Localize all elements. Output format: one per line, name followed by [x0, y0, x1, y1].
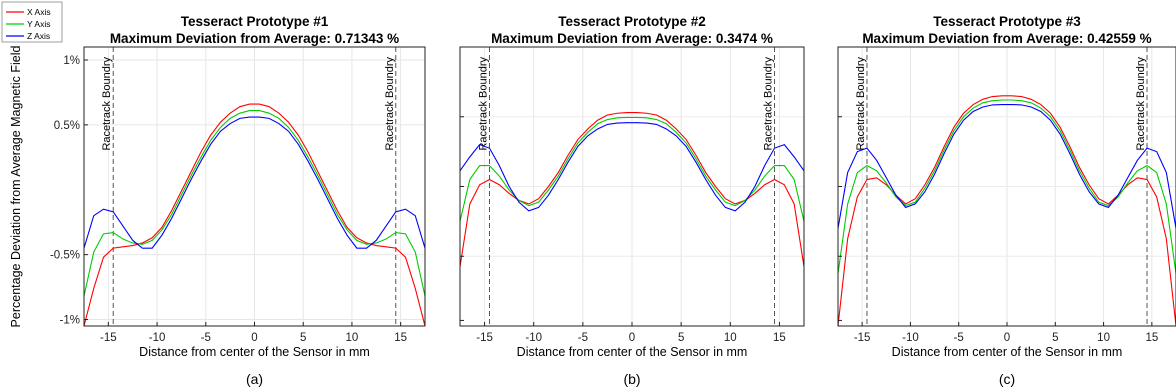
x-tick-label: 15	[394, 332, 407, 344]
x-axis-label: Distance from center of the Sensor in mm	[892, 345, 1123, 359]
x-tick-label: -5	[578, 332, 588, 344]
x-tick-label: -10	[525, 332, 542, 344]
series-group	[460, 112, 804, 267]
x-axis-label: Distance from center of the Sensor in mm	[517, 345, 748, 359]
racetrack-boundary-label: Racetrack Boundry	[477, 57, 489, 151]
series-line-z-axis	[838, 103, 1176, 229]
x-axis-label: Distance from center of the Sensor in mm	[139, 345, 370, 359]
racetrack-boundary-label: Racetrack Boundry	[101, 57, 113, 151]
x-tick-label: 0	[629, 332, 635, 344]
x-tick-label: -10	[149, 332, 166, 344]
legend-box	[1, 1, 63, 43]
racetrack-boundary-label: Racetrack Boundry	[763, 57, 775, 151]
y-axis-label: Percentage Deviation from Average Magnet…	[9, 46, 23, 328]
x-tick-label: 10	[1097, 332, 1110, 344]
subfigure-label: (a)	[246, 371, 263, 387]
chart-title: Tesseract Prototype #1	[181, 14, 329, 29]
x-tick-label: 0	[251, 332, 257, 344]
legend: X Axis Y Axis Z Axis	[1, 1, 63, 43]
subfigure-label: (b)	[623, 371, 640, 387]
x-tick-label: 0	[1004, 332, 1010, 344]
series-line-x-axis	[838, 95, 1176, 326]
x-tick-label: -5	[201, 332, 211, 344]
x-tick-label: -10	[902, 332, 919, 344]
chart-panel-1: Racetrack Boundry Racetrack Boundry -15 -10…	[1, 1, 426, 387]
series-group	[838, 95, 1176, 326]
series-line-z-axis	[84, 116, 425, 249]
y-tick-label: 1%	[63, 55, 80, 67]
chart-panel-2: Racetrack Boundry Racetrack Boundry -15 -10…	[459, 14, 805, 387]
racetrack-boundary-label: Racetrack Boundry	[384, 57, 396, 151]
x-tick-label: -15	[100, 332, 117, 344]
y-tick-label: -0.5%	[50, 250, 80, 262]
x-tick-label: -5	[954, 332, 964, 344]
y-tick-label: 0.5%	[54, 120, 80, 132]
series-line-y-axis	[84, 110, 425, 297]
x-tick-label: 10	[346, 332, 359, 344]
x-tick-label: 15	[1145, 332, 1158, 344]
x-tick-label: -15	[854, 332, 871, 344]
x-tick-label: -15	[476, 332, 493, 344]
x-tick-label: 5	[300, 332, 306, 344]
chart-title: Tesseract Prototype #3	[933, 14, 1081, 29]
y-tick-label: -1%	[60, 315, 80, 327]
series-line-z-axis	[460, 122, 804, 212]
series-line-y-axis	[838, 99, 1176, 274]
x-tick-label: 5	[678, 332, 684, 344]
series-group	[84, 103, 425, 326]
series-line-x-axis	[84, 103, 425, 326]
chart-subtitle: Maximum Deviation from Average: 0.3474 %	[491, 31, 773, 46]
racetrack-boundary-label: Racetrack Boundry	[1135, 57, 1147, 151]
x-tick-label: 15	[773, 332, 786, 344]
racetrack-boundary-label: Racetrack Boundry	[855, 57, 867, 151]
chart-subtitle: Maximum Deviation from Average: 0.42559 …	[862, 31, 1151, 46]
x-tick-label: 10	[724, 332, 737, 344]
chart-subtitle: Maximum Deviation from Average: 0.71343 …	[110, 31, 399, 46]
chart-title: Tesseract Prototype #2	[558, 14, 706, 29]
x-tick-label: 5	[1052, 332, 1058, 344]
legend-entry: Z Axis	[27, 31, 50, 41]
legend-entry: X Axis	[27, 7, 51, 17]
subfigure-label: (c)	[999, 371, 1015, 387]
chart-panel-3: Racetrack Boundry Racetrack Boundry -15 -10…	[837, 14, 1176, 387]
legend-entry: Y Axis	[27, 19, 50, 29]
